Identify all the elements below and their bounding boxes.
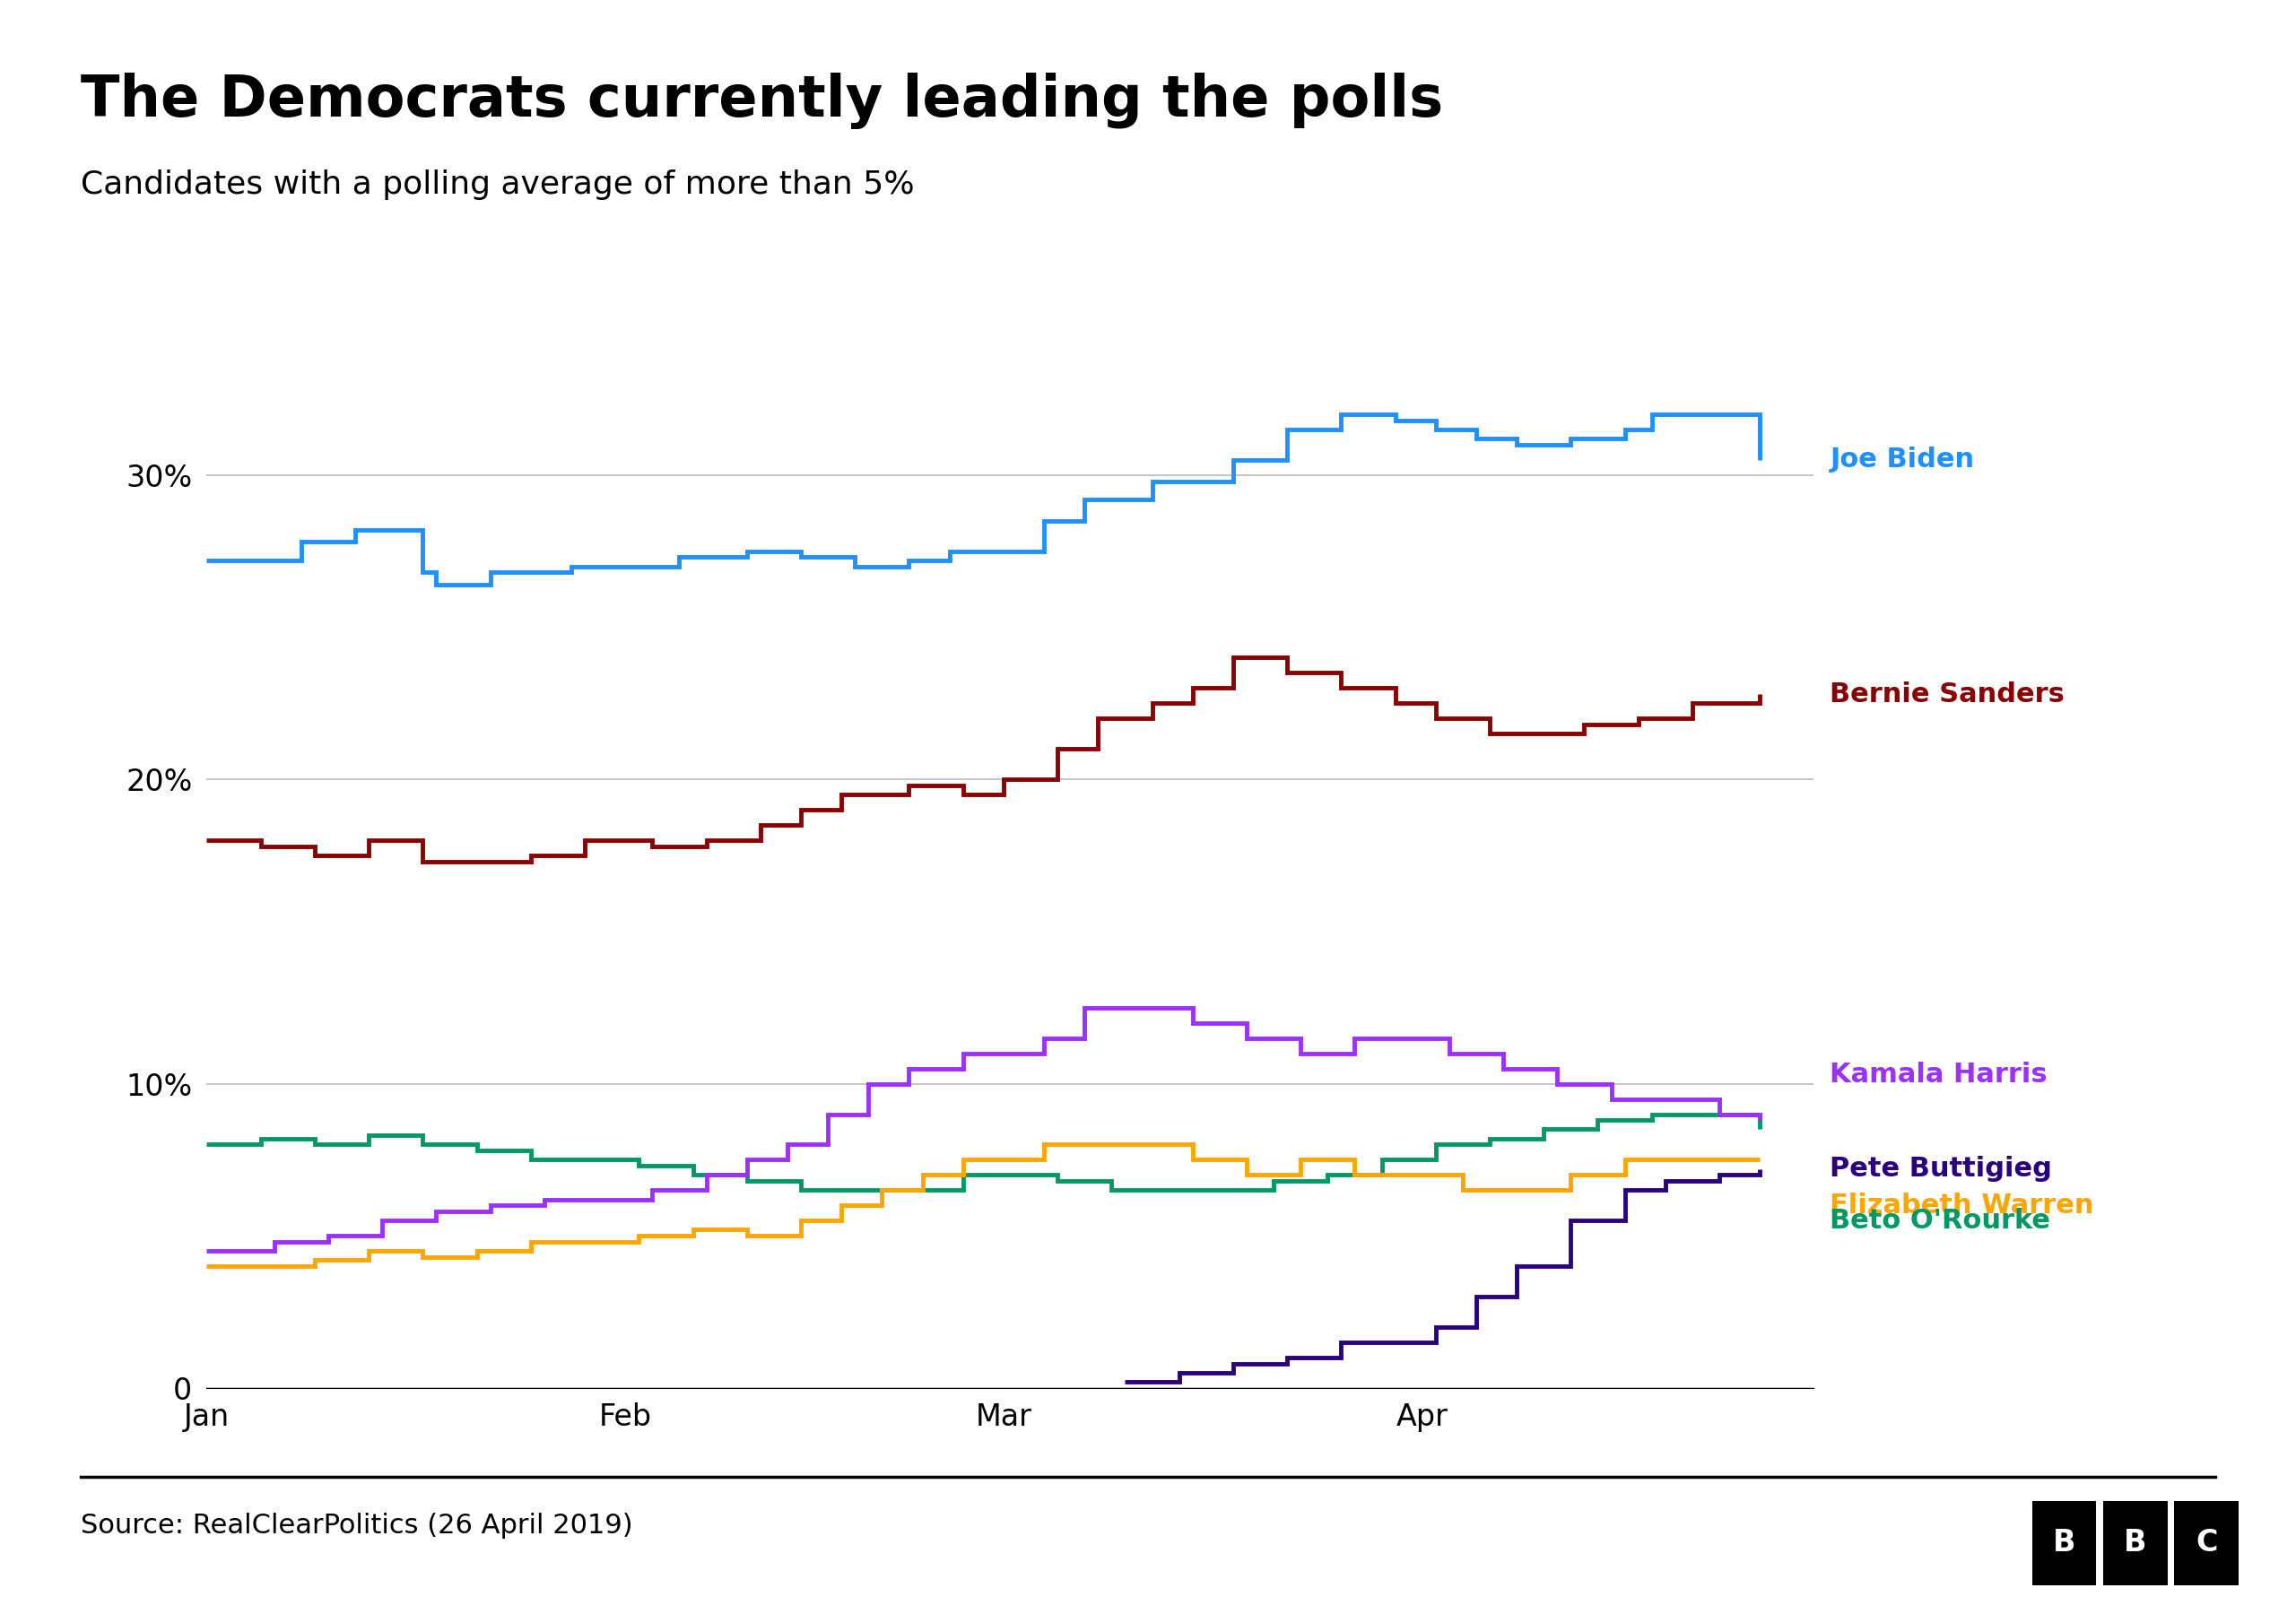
Text: Source: RealClearPolitics (26 April 2019): Source: RealClearPolitics (26 April 2019… — [80, 1512, 631, 1538]
Text: Pete Buttigieg: Pete Buttigieg — [1830, 1156, 2053, 1181]
Text: B: B — [2053, 1528, 2076, 1558]
Text: B: B — [2124, 1528, 2147, 1558]
Text: Beto O'Rourke: Beto O'Rourke — [1830, 1207, 2050, 1233]
Text: The Democrats currently leading the polls: The Democrats currently leading the poll… — [80, 73, 1442, 129]
Text: Joe Biden: Joe Biden — [1830, 447, 1975, 473]
Text: C: C — [2195, 1528, 2218, 1558]
Text: Candidates with a polling average of more than 5%: Candidates with a polling average of mor… — [80, 169, 914, 200]
Text: Bernie Sanders: Bernie Sanders — [1830, 681, 2064, 707]
Text: Kamala Harris: Kamala Harris — [1830, 1062, 2048, 1088]
Text: Elizabeth Warren: Elizabeth Warren — [1830, 1193, 2094, 1219]
